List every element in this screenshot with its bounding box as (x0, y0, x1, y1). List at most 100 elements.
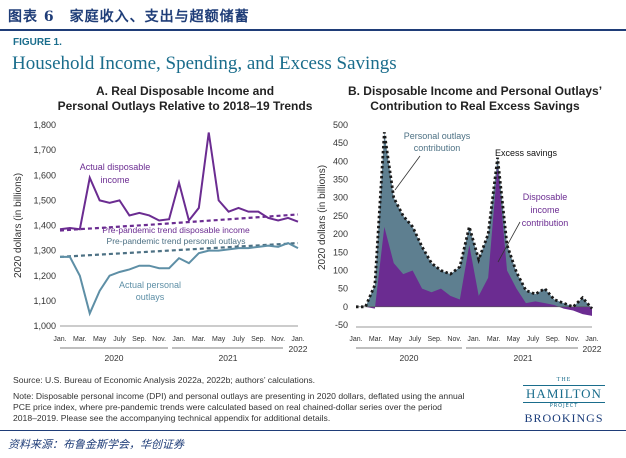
panel-b-xtick: Jan. (349, 336, 362, 343)
panel-b-xtick: Jan. (585, 336, 598, 343)
panel-b-xtick: Sep. (427, 336, 441, 343)
panel-b-outlays-pointer (394, 155, 421, 191)
panel-b-xtick: Nov. (565, 336, 579, 343)
figure-label: FIGURE 1. (13, 37, 62, 48)
panel-b-income-annotation-2: income (530, 205, 559, 215)
panel-a-ytick: 1,700 (33, 145, 56, 155)
panel-a-title-line2: Personal Outlays Relative to 2018–19 Tre… (57, 99, 313, 113)
panel-b-title: B. Disposable Income and Personal Outlay… (330, 84, 620, 114)
panel-b-xtick: July (527, 336, 540, 343)
hamilton-brookings-logo: THE HAMILTON PROJECT BROOKINGS (509, 377, 619, 426)
panel-a-title: A. Real Disposable Income and Personal O… (40, 84, 330, 114)
panel-a-xtick: July (232, 336, 245, 343)
panel-b-title-line1: B. Disposable Income and Personal Outlay… (347, 84, 603, 98)
panel-a-trend-income-line (59, 213, 299, 232)
panel-a-year-2022: 2022 (289, 344, 308, 354)
main-title: Household Income, Spending, and Excess S… (12, 53, 397, 74)
panel-b-year-2020: 2020 (400, 353, 419, 363)
panel-a-title-line1: A. Real Disposable Income and (95, 84, 275, 98)
panel-a-xtick: Sep. (251, 336, 265, 343)
panel-a-outlays-label-2: outlays (136, 292, 165, 302)
method-note-line1: Note: Disposable personal income (DPI) a… (13, 391, 465, 401)
logo-hamilton: HAMILTON (523, 385, 605, 403)
method-note: Note: Disposable personal income (DPI) a… (13, 391, 508, 424)
panel-b-ytick: 50 (338, 284, 348, 294)
panel-a-outlays-line (60, 241, 299, 317)
panel-b-excess-annotation: Excess savings (495, 148, 558, 158)
panel-b-income-area (356, 165, 592, 316)
panel-b-xtick: Mar. (369, 336, 383, 343)
panel-a-chart: 1,800 1,700 1,600 1,500 1,400 1,300 1,200 1,100… (33, 120, 307, 363)
panel-a-xtick: Mar. (73, 336, 87, 343)
panel-a-xtick: Jan. (53, 336, 66, 343)
panel-a-trend-outlays-line (59, 241, 299, 259)
panel-a-outlays-label: Actual personal (119, 280, 181, 290)
panel-b-ytick: 100 (333, 265, 348, 275)
panel-a-xtick: May (93, 336, 107, 343)
panel-b-ytick: 300 (333, 193, 348, 203)
panel-a-ytick: 1,300 (33, 246, 56, 256)
panel-a-year-2020: 2020 (105, 353, 124, 363)
panel-b-year-2021: 2021 (514, 353, 533, 363)
panel-a-xtick: Sep. (132, 336, 146, 343)
panel-b-outlays-annotation: Personal outlays (404, 131, 471, 141)
panel-b-ytick: 450 (333, 138, 348, 148)
panel-a-ytick: 1,500 (33, 195, 56, 205)
panel-b-ytick: 250 (333, 211, 348, 221)
panel-b-xtick: Mar. (487, 336, 501, 343)
header-rule (0, 29, 626, 31)
panel-b-ytick: 150 (333, 247, 348, 257)
panel-a-ytick: 1,200 (33, 271, 56, 281)
panel-a-xtick: July (113, 336, 126, 343)
panel-a-ytick: 1,600 (33, 170, 56, 180)
logo-the: THE (556, 377, 572, 383)
method-note-line3: 2018–2019. Please see the accompanying t… (13, 413, 331, 423)
footer-rule (0, 430, 626, 431)
logo-brookings: BROOKINGS (524, 411, 604, 425)
panel-b-xtick: Nov. (447, 336, 461, 343)
logo-project: PROJECT (549, 403, 579, 409)
panel-a-ytick: 1,400 (33, 221, 56, 231)
panel-b-ytick: 0 (343, 302, 348, 312)
panel-a-xtick: Jan. (291, 336, 304, 343)
panel-b-income-annotation-3: contribution (522, 218, 569, 228)
source-cn: 资料来源：布鲁金斯学会，华创证券 (8, 438, 184, 451)
method-note-line2: PCE price index, where pre-pandemic tren… (13, 402, 442, 412)
panel-a-xtick: May (212, 336, 226, 343)
panel-a-trend-outlays-label: Pre-pandemic trend personal outlays (107, 236, 246, 246)
panel-b-ytick: -50 (335, 320, 348, 330)
panel-b-xtick: May (507, 336, 521, 343)
figure-caption: 图表 6 家庭收入、支出与超额储蓄 (8, 9, 250, 25)
panel-a-ytick: 1,100 (33, 296, 56, 306)
panel-a-xtick: Jan. (172, 336, 185, 343)
panel-a-year-2021: 2021 (219, 353, 238, 363)
figure-header: 图表 6 家庭收入、支出与超额储蓄 (0, 0, 626, 31)
panel-b-ytick: 500 (333, 120, 348, 130)
panel-b-outlays-area (356, 132, 592, 309)
panel-a-income-label: Actual disposable (80, 162, 151, 172)
panel-a-income-line (59, 132, 299, 231)
panel-b-income-pointer (497, 221, 521, 263)
panel-b-xtick: Sep. (545, 336, 559, 343)
panel-b-xtick: Jan. (467, 336, 480, 343)
panel-b-outlays-annotation-2: contribution (414, 143, 461, 153)
panel-b-xtick: May (389, 336, 403, 343)
panel-a-xtick: Mar. (192, 336, 206, 343)
panel-b-year-2022: 2022 (583, 344, 602, 354)
panel-a-ytick: 1,000 (33, 321, 56, 331)
charts-canvas: 1,800 1,700 1,600 1,500 1,400 1,300 1,200 1,100… (33, 120, 602, 363)
panel-b-title-line2: Contribution to Real Excess Savings (370, 99, 580, 113)
panel-a-xtick: Nov. (271, 336, 285, 343)
panel-b-xtick: July (409, 336, 422, 343)
panel-a-ytick: 1,800 (33, 120, 56, 130)
panel-b-ytick: 200 (333, 229, 348, 239)
panel-a-trend-income-label: Pre-pandemic trend disposable income (102, 225, 250, 235)
panel-b-ytick: 350 (333, 175, 348, 185)
panel-b-excess-line (356, 132, 594, 310)
panel-a-income-label-2: income (100, 175, 129, 185)
source-note: Source: U.S. Bureau of Economic Analysis… (13, 375, 316, 385)
panel-b-ytick: 400 (333, 156, 348, 166)
panel-b-income-annotation: Disposable (523, 192, 568, 202)
panel-a-xtick: Nov. (152, 336, 166, 343)
